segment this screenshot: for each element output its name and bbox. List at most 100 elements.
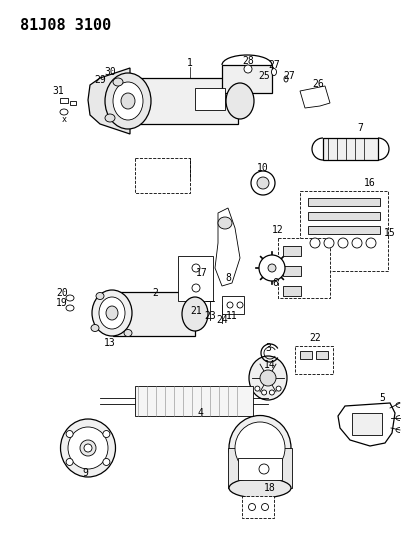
Ellipse shape — [218, 217, 232, 229]
Text: 8: 8 — [225, 273, 231, 283]
Ellipse shape — [259, 464, 269, 474]
Ellipse shape — [99, 297, 125, 329]
Bar — [308, 212, 380, 220]
Text: 18: 18 — [264, 483, 276, 493]
Text: 24: 24 — [216, 315, 228, 325]
Bar — [222, 65, 272, 93]
Ellipse shape — [92, 290, 132, 336]
Ellipse shape — [262, 504, 269, 511]
Bar — [128, 78, 238, 124]
Text: 14: 14 — [264, 360, 276, 370]
Bar — [228, 448, 292, 488]
Bar — [308, 198, 380, 206]
Bar — [295, 346, 333, 374]
Ellipse shape — [310, 238, 320, 248]
Polygon shape — [338, 403, 395, 446]
Text: 29: 29 — [94, 75, 106, 85]
Bar — [316, 351, 328, 359]
Text: 81J08 3100: 81J08 3100 — [20, 18, 111, 33]
Ellipse shape — [229, 478, 291, 498]
Bar — [300, 191, 388, 271]
Ellipse shape — [235, 422, 285, 474]
Bar — [308, 226, 380, 234]
Ellipse shape — [66, 458, 73, 465]
Text: 16: 16 — [364, 178, 376, 188]
Ellipse shape — [226, 83, 254, 119]
Ellipse shape — [284, 76, 288, 82]
Polygon shape — [113, 292, 195, 336]
Ellipse shape — [68, 427, 108, 469]
Ellipse shape — [366, 238, 376, 248]
Ellipse shape — [259, 255, 285, 281]
Ellipse shape — [249, 356, 287, 400]
Ellipse shape — [60, 109, 68, 115]
Ellipse shape — [121, 93, 135, 109]
Ellipse shape — [255, 386, 260, 391]
Ellipse shape — [106, 306, 118, 320]
Polygon shape — [215, 208, 240, 286]
Text: 17: 17 — [196, 268, 208, 278]
Text: 21: 21 — [190, 306, 202, 316]
Ellipse shape — [229, 416, 291, 481]
Text: 1: 1 — [187, 58, 193, 68]
Text: x: x — [62, 116, 66, 125]
Ellipse shape — [96, 293, 104, 300]
Ellipse shape — [276, 386, 281, 391]
Ellipse shape — [103, 431, 110, 438]
Bar — [70, 101, 76, 105]
Bar — [195, 88, 225, 110]
Text: 26: 26 — [312, 79, 324, 89]
Text: 6: 6 — [272, 278, 278, 288]
Bar — [242, 496, 274, 518]
Ellipse shape — [124, 329, 132, 336]
Ellipse shape — [105, 73, 151, 129]
Ellipse shape — [80, 440, 96, 456]
Ellipse shape — [91, 325, 99, 332]
Bar — [283, 246, 301, 256]
Ellipse shape — [105, 114, 115, 122]
Ellipse shape — [352, 238, 362, 248]
Bar — [300, 351, 312, 359]
Ellipse shape — [192, 284, 200, 292]
Bar — [222, 296, 244, 314]
Ellipse shape — [269, 390, 274, 395]
Bar — [283, 266, 301, 276]
Bar — [323, 138, 378, 160]
Text: 22: 22 — [309, 333, 321, 343]
Text: 30: 30 — [104, 67, 116, 77]
Ellipse shape — [262, 390, 266, 395]
Text: 9: 9 — [82, 468, 88, 478]
Bar — [278, 238, 330, 298]
Ellipse shape — [103, 458, 110, 465]
Ellipse shape — [192, 264, 200, 272]
Bar — [283, 286, 301, 296]
Bar — [135, 386, 253, 416]
Bar — [352, 413, 382, 435]
Ellipse shape — [182, 297, 208, 331]
Text: 20: 20 — [56, 288, 68, 298]
Text: 10: 10 — [257, 163, 269, 173]
Text: 28: 28 — [242, 56, 254, 66]
Text: 4: 4 — [197, 408, 203, 418]
Ellipse shape — [60, 419, 115, 477]
Ellipse shape — [84, 444, 92, 452]
Ellipse shape — [113, 78, 123, 86]
Ellipse shape — [338, 238, 348, 248]
Ellipse shape — [237, 302, 243, 308]
Ellipse shape — [268, 264, 276, 272]
Text: 11: 11 — [226, 311, 238, 321]
Ellipse shape — [249, 504, 256, 511]
Text: 2: 2 — [152, 288, 158, 298]
Ellipse shape — [66, 295, 74, 301]
Ellipse shape — [324, 238, 334, 248]
Bar — [238, 458, 282, 480]
Polygon shape — [88, 68, 130, 134]
Text: 27: 27 — [283, 71, 295, 81]
Ellipse shape — [257, 177, 269, 189]
Bar — [60, 98, 68, 103]
Text: 3: 3 — [265, 343, 271, 353]
Ellipse shape — [251, 171, 275, 195]
Ellipse shape — [260, 370, 276, 386]
Bar — [178, 256, 213, 301]
Text: 19: 19 — [56, 298, 68, 308]
